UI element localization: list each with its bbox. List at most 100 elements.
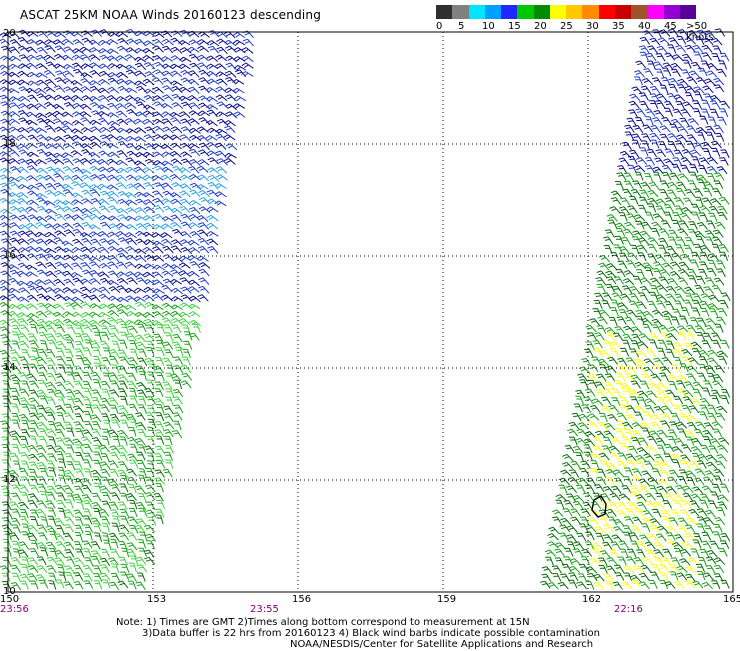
wind-barb xyxy=(35,72,48,79)
wind-barb xyxy=(698,557,707,566)
wind-barb xyxy=(224,70,237,78)
wind-barb xyxy=(162,205,175,214)
wind-barb xyxy=(91,110,103,118)
wind-barb xyxy=(9,452,20,462)
wind-barb xyxy=(144,158,157,166)
wind-barb xyxy=(106,158,119,165)
wind-barb xyxy=(71,192,84,199)
wind-barb xyxy=(655,198,668,206)
wind-barb xyxy=(630,429,642,438)
wind-barb xyxy=(92,379,102,389)
wind-barb xyxy=(142,110,155,117)
wind-barb xyxy=(79,111,92,118)
wind-barb xyxy=(568,572,579,581)
wind-barb xyxy=(663,315,673,326)
wind-barb xyxy=(155,404,165,414)
wind-barb xyxy=(17,158,30,166)
wind-barb xyxy=(46,444,57,454)
wind-barb xyxy=(695,126,708,135)
wind-barb xyxy=(691,437,703,447)
wind-barb xyxy=(617,452,628,461)
wind-barb xyxy=(686,421,698,431)
wind-barb xyxy=(674,140,685,149)
wind-barb xyxy=(73,461,83,471)
wind-barb xyxy=(215,166,228,174)
wind-barb xyxy=(187,286,200,293)
wind-barb xyxy=(161,317,174,326)
wind-barb xyxy=(632,125,644,134)
wind-barb xyxy=(685,524,696,533)
wind-barb xyxy=(82,396,92,406)
wind-barb xyxy=(64,549,75,558)
wind-barb xyxy=(626,213,638,222)
wind-barb xyxy=(148,363,156,374)
wind-barb xyxy=(115,159,128,166)
wind-barb xyxy=(129,348,139,358)
wind-barb xyxy=(54,405,66,413)
wind-barb xyxy=(225,94,237,102)
wind-barb xyxy=(180,286,192,294)
wind-barb xyxy=(161,216,174,222)
wind-barb xyxy=(160,102,173,109)
wind-barb xyxy=(18,484,29,493)
wind-barb xyxy=(120,419,130,429)
wind-barb xyxy=(698,268,708,278)
wind-barb xyxy=(241,47,254,54)
wind-barb xyxy=(89,213,102,221)
wind-barb xyxy=(187,254,200,261)
wind-barb xyxy=(71,262,83,270)
wind-barb xyxy=(178,86,191,93)
wind-barb xyxy=(591,398,604,406)
wind-barb xyxy=(137,357,148,366)
wind-barb xyxy=(82,381,92,390)
wind-barb xyxy=(680,509,691,518)
wind-barb xyxy=(619,404,629,414)
wind-barb xyxy=(109,451,120,461)
wind-barb xyxy=(137,404,147,414)
wind-barb xyxy=(622,285,633,294)
wind-barb xyxy=(197,31,210,38)
wind-barb xyxy=(677,277,689,286)
wind-barb xyxy=(101,522,110,533)
wind-barb xyxy=(592,308,602,318)
wind-barb xyxy=(153,204,165,213)
wind-barb xyxy=(702,148,712,158)
wind-barb xyxy=(712,374,724,383)
wind-barb xyxy=(659,180,670,189)
wind-barb xyxy=(21,419,30,430)
wind-barb xyxy=(8,469,20,478)
wind-barb xyxy=(26,199,39,206)
wind-barb xyxy=(25,119,38,126)
wind-barb xyxy=(110,484,121,493)
wind-barb xyxy=(683,244,694,254)
wind-barb xyxy=(89,278,101,285)
wind-barb xyxy=(707,253,719,261)
wind-barb xyxy=(187,118,200,125)
wind-barb xyxy=(128,403,139,413)
wind-barb xyxy=(81,198,94,205)
wind-barb xyxy=(90,325,101,334)
wind-barb xyxy=(135,238,147,246)
wind-barb xyxy=(134,319,147,325)
wind-barb xyxy=(153,333,164,343)
wind-barb xyxy=(624,221,636,230)
wind-barb xyxy=(135,341,147,350)
wind-barb xyxy=(697,372,707,382)
wind-barb xyxy=(702,85,714,94)
wind-barb xyxy=(169,192,182,199)
wind-barb xyxy=(73,380,84,390)
wind-barb xyxy=(46,565,57,574)
wind-barb xyxy=(602,534,614,543)
wind-barb xyxy=(61,152,74,158)
wind-barb xyxy=(647,189,659,198)
wind-barb xyxy=(135,437,146,446)
wind-barb xyxy=(712,45,723,55)
wind-barb xyxy=(669,123,680,133)
wind-barb xyxy=(72,438,84,447)
wind-barb xyxy=(45,182,57,191)
wind-barb xyxy=(697,516,707,525)
wind-barb xyxy=(11,572,21,582)
wind-barb xyxy=(107,166,120,174)
wind-barb xyxy=(566,534,577,543)
wind-barb xyxy=(91,404,102,414)
